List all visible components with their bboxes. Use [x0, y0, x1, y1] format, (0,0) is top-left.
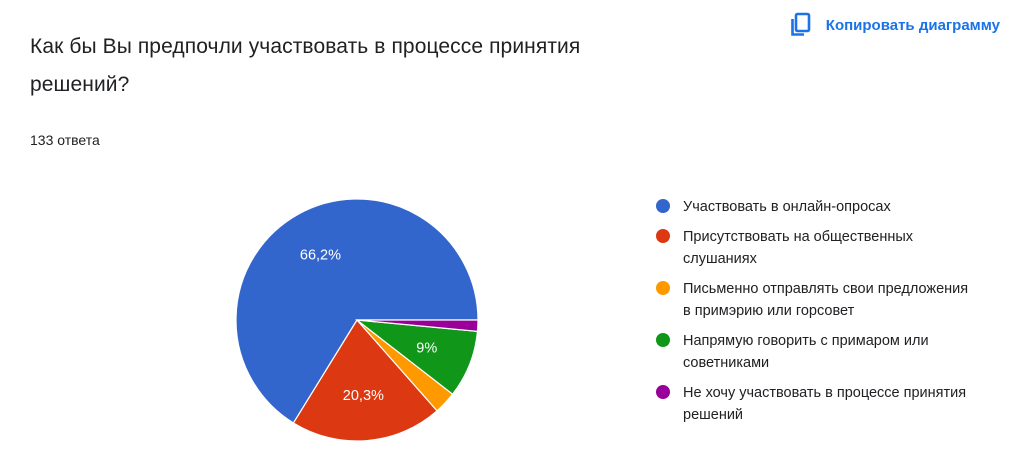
legend-item[interactable]: Не хочу участвовать в процессе принятия …: [656, 382, 976, 426]
legend-item[interactable]: Участвовать в онлайн-опросах: [656, 196, 976, 218]
legend-label: Напрямую говорить с примаром или советни…: [683, 333, 929, 371]
pie-slice-label: 9%: [416, 341, 437, 357]
legend-swatch: [656, 333, 670, 347]
copy-chart-button[interactable]: Копировать диаграмму: [782, 8, 1006, 42]
legend-swatch: [656, 229, 670, 243]
pie-slice[interactable]: [292, 318, 438, 442]
copy-icon: [788, 12, 814, 38]
response-count: 133 ответа: [30, 132, 100, 148]
pie-slice[interactable]: [356, 319, 479, 333]
legend-swatch: [656, 199, 670, 213]
pie-slice[interactable]: [235, 198, 479, 424]
pie-slice-label: 66,2%: [300, 247, 341, 263]
copy-chart-label: Копировать диаграмму: [825, 16, 1000, 34]
pie-slice-label: 20,3%: [343, 388, 384, 404]
legend-item[interactable]: Письменно отправлять свои предложения в …: [656, 278, 976, 322]
chart-legend: Участвовать в онлайн-опросах Присутствова…: [656, 196, 976, 434]
question-title: Как бы Вы предпочли участвовать в процес…: [30, 35, 581, 96]
legend-label: Не хочу участвовать в процессе принятия …: [683, 385, 967, 423]
legend-swatch: [656, 281, 670, 295]
legend-item[interactable]: Присутствовать на общественных слушаниях: [656, 226, 976, 270]
legend-label: Участвовать в онлайн-опросах: [683, 199, 891, 215]
legend-label: Присутствовать на общественных слушаниях: [683, 229, 914, 267]
legend-label: Письменно отправлять свои предложения в …: [683, 281, 969, 319]
pie-chart: 66,2% 20,3% 9%: [235, 198, 479, 442]
legend-item[interactable]: Напрямую говорить с примаром или советни…: [656, 330, 976, 374]
legend-swatch: [656, 385, 670, 399]
